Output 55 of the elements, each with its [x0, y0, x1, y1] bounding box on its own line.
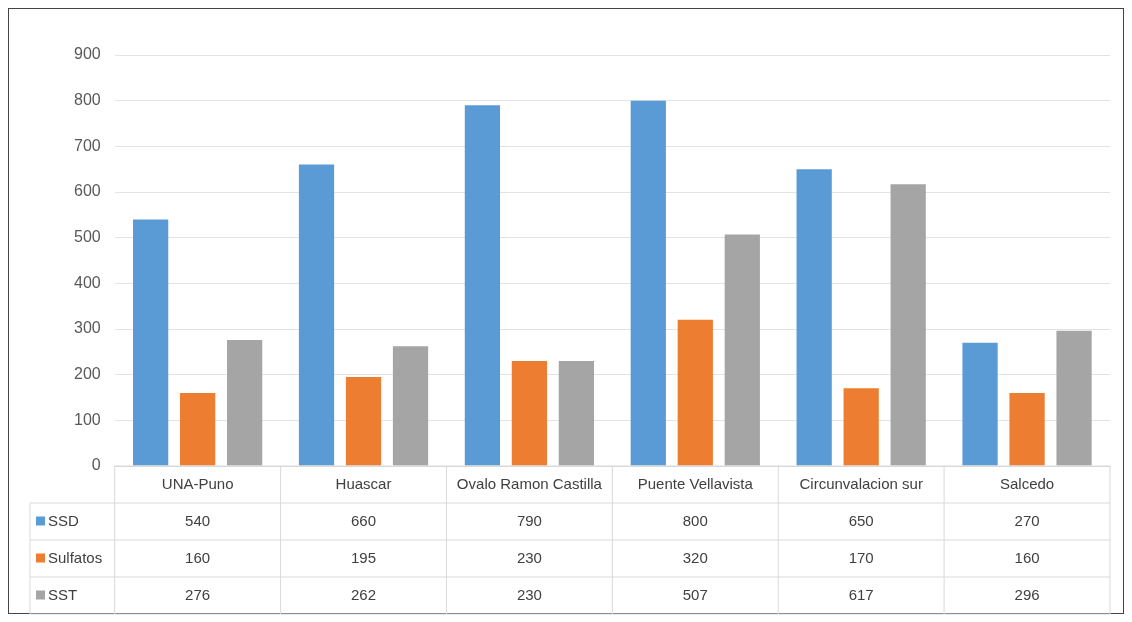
data-label: 617: [848, 585, 874, 603]
data-label: 800: [682, 511, 708, 529]
data-label: 160: [185, 548, 211, 566]
legend-label: SST: [48, 585, 78, 603]
data-label: 540: [185, 511, 211, 529]
data-label: 507: [682, 585, 708, 603]
data-label: 160: [1014, 548, 1040, 566]
data-label: 276: [185, 585, 211, 603]
x-tick-label: Circunvalacion sur: [799, 474, 923, 492]
y-tick-label: 700: [73, 136, 101, 154]
legend-label: Sulfatos: [48, 548, 103, 566]
bar: [558, 360, 595, 466]
data-label: 790: [516, 511, 542, 529]
y-tick-label: 100: [73, 410, 101, 428]
y-tick-label: 0: [91, 456, 101, 474]
x-tick-label: Ovalo Ramon Castilla: [456, 474, 603, 492]
bar: [298, 164, 335, 466]
y-tick-label: 500: [73, 228, 101, 246]
bar: [1009, 392, 1045, 466]
data-label: 270: [1014, 511, 1040, 529]
bar: [890, 184, 926, 466]
data-label: 230: [516, 585, 542, 603]
bar: [796, 169, 832, 466]
x-tick-label: Puente Vellavista: [637, 474, 754, 492]
bar: [630, 100, 666, 466]
data-label: 262: [351, 585, 377, 603]
bar: [345, 376, 382, 466]
bar: [392, 346, 429, 466]
data-label: 320: [682, 548, 708, 566]
data-label: 650: [848, 511, 874, 529]
bar: [724, 234, 760, 466]
y-tick-label: 800: [73, 91, 101, 109]
data-label: 296: [1014, 585, 1040, 603]
bar: [133, 219, 169, 466]
bar: [227, 339, 263, 466]
bar: [843, 388, 879, 466]
legend-label: SSD: [48, 511, 80, 529]
bar: [180, 392, 216, 466]
x-tick-label: UNA-Puno: [161, 474, 234, 492]
bar: [511, 360, 548, 466]
bar: [677, 319, 713, 466]
bar: [1056, 330, 1092, 466]
bar: [962, 342, 998, 466]
y-tick-label: 200: [73, 365, 101, 383]
y-tick-label: 600: [73, 182, 101, 200]
data-label: 660: [351, 511, 377, 529]
data-label: 170: [848, 548, 874, 566]
y-tick-label: 900: [73, 45, 101, 63]
x-tick-label: Huascar: [335, 474, 392, 492]
data-label: 230: [516, 548, 542, 566]
y-tick-label: 400: [73, 273, 101, 291]
data-label: 195: [351, 548, 377, 566]
y-tick-label: 300: [73, 319, 101, 337]
x-tick-label: Salcedo: [999, 474, 1055, 492]
bar: [464, 105, 501, 466]
